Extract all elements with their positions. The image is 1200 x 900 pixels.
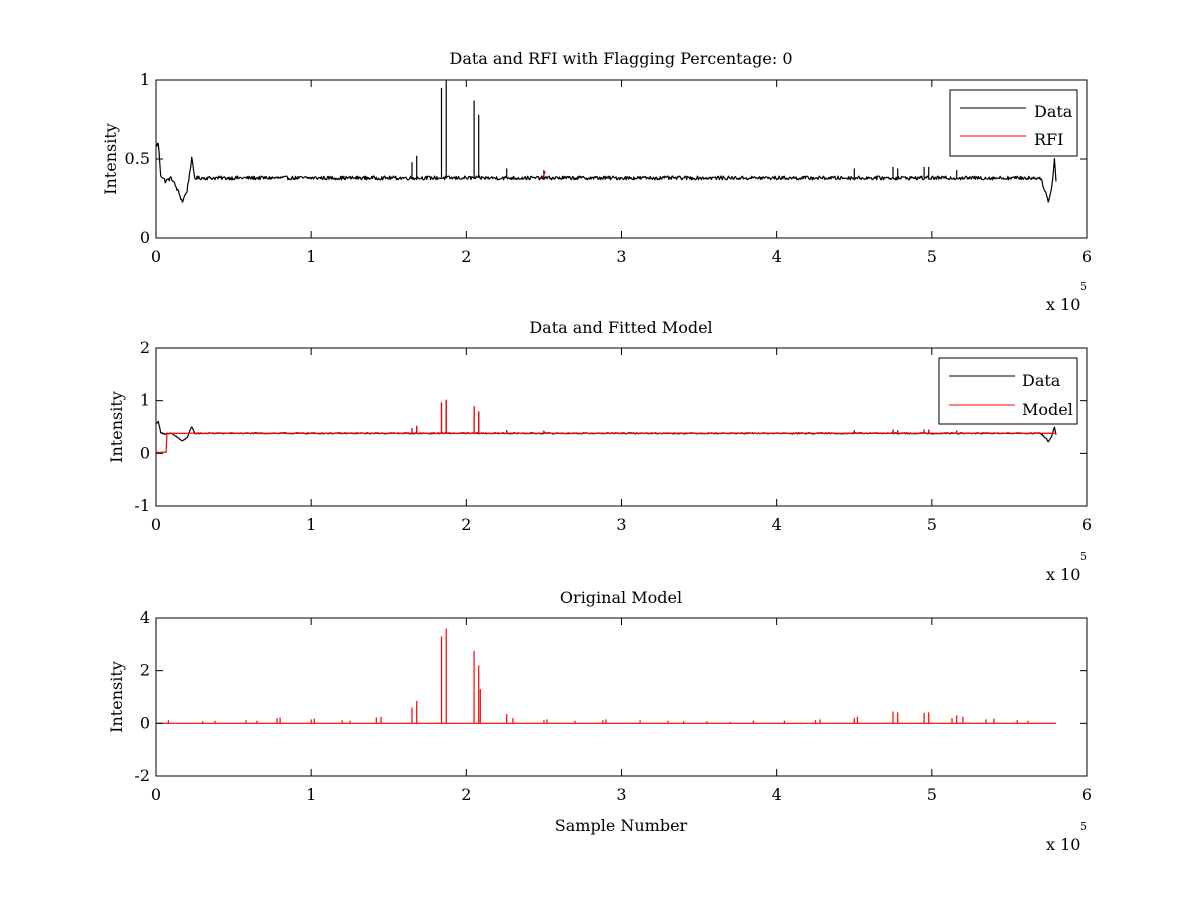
panel-3-y-axis-label: Intensity bbox=[107, 661, 126, 733]
x-tick-label: 1 bbox=[306, 247, 316, 266]
panel-3-title: Original Model bbox=[560, 588, 682, 607]
x-tick-label: 3 bbox=[616, 247, 626, 266]
x-tick-label: 3 bbox=[616, 785, 626, 804]
x-tick-label: 5 bbox=[927, 785, 937, 804]
y-tick-label: -2 bbox=[134, 766, 150, 785]
x-tick-label: 0 bbox=[151, 247, 161, 266]
panel-3-plot-area bbox=[156, 628, 1056, 724]
x-tick-label: 2 bbox=[461, 515, 471, 534]
y-tick-label: -1 bbox=[134, 496, 150, 515]
panel-3-x-exponent: 5 bbox=[1080, 820, 1087, 833]
y-tick-label: 4 bbox=[140, 608, 150, 627]
series-rfi-segment bbox=[541, 171, 546, 179]
panel-1-x-exponent: 5 bbox=[1080, 280, 1087, 293]
y-tick-label: 0 bbox=[140, 443, 150, 462]
panel-2-title: Data and Fitted Model bbox=[529, 318, 712, 337]
x-tick-label: 6 bbox=[1082, 515, 1092, 534]
y-tick-label: 2 bbox=[140, 338, 150, 357]
panel-1: Data and RFI with Flagging Percentage: 0… bbox=[101, 49, 1092, 314]
x-tick-label: 4 bbox=[772, 515, 782, 534]
y-tick-label: 1 bbox=[140, 391, 150, 410]
x-tick-label: 4 bbox=[772, 785, 782, 804]
x-tick-label: 0 bbox=[151, 515, 161, 534]
x-tick-label: 3 bbox=[616, 515, 626, 534]
panel-1-legend: Data RFI bbox=[949, 89, 1078, 157]
x-tick-label: 5 bbox=[927, 247, 937, 266]
y-tick-label: 1 bbox=[140, 70, 150, 89]
panel-1-legend-data-label: Data bbox=[1034, 102, 1073, 121]
panel-1-title: Data and RFI with Flagging Percentage: 0 bbox=[449, 49, 792, 68]
x-tick-label: 1 bbox=[306, 785, 316, 804]
series-data-line bbox=[155, 142, 1057, 203]
series-model-line bbox=[155, 432, 1056, 454]
panel-1-legend-box bbox=[949, 89, 1078, 157]
y-tick-label: 0.5 bbox=[125, 149, 150, 168]
panel-2-plot-area bbox=[155, 399, 1057, 454]
x-tick-label: 6 bbox=[1082, 785, 1092, 804]
y-tick-label: 0 bbox=[140, 228, 150, 247]
x-tick-label: 0 bbox=[151, 785, 161, 804]
panel-2-x-exponent: 5 bbox=[1080, 550, 1087, 563]
x-tick-label: 4 bbox=[772, 247, 782, 266]
panel-3-axes-box bbox=[155, 617, 1088, 777]
x-tick-label: 6 bbox=[1082, 247, 1092, 266]
y-tick-label: 0 bbox=[140, 713, 150, 732]
panel-2-axes-box bbox=[155, 347, 1088, 507]
x-tick-label: 2 bbox=[461, 785, 471, 804]
panel-1-plot-area bbox=[155, 80, 1057, 203]
panel-1-y-axis-label: Intensity bbox=[101, 123, 120, 195]
panel-2-legend-data-label: Data bbox=[1022, 371, 1061, 390]
panel-2-legend-box bbox=[938, 357, 1078, 425]
x-tick-label: 1 bbox=[306, 515, 316, 534]
panel-2-legend: Data Model bbox=[938, 357, 1078, 425]
panel-3-x-axis-label: Sample Number bbox=[555, 816, 688, 835]
panel-1-x-exponent-label: x 10 bbox=[1046, 295, 1080, 314]
panel-2-legend-model-label: Model bbox=[1022, 400, 1073, 419]
x-tick-label: 2 bbox=[461, 247, 471, 266]
panel-2-y-axis-label: Intensity bbox=[107, 391, 126, 463]
panel-1-axes-box bbox=[155, 79, 1088, 239]
panel-2-x-exponent-label: x 10 bbox=[1046, 565, 1080, 584]
panel-3-x-exponent-label: x 10 bbox=[1046, 835, 1080, 854]
y-tick-label: 2 bbox=[140, 661, 150, 680]
x-tick-label: 5 bbox=[927, 515, 937, 534]
panel-1-legend-rfi-label: RFI bbox=[1034, 130, 1063, 149]
panel-1-ticks: 0 1 2 3 4 5 6 0 0.5 1 bbox=[125, 70, 1093, 266]
